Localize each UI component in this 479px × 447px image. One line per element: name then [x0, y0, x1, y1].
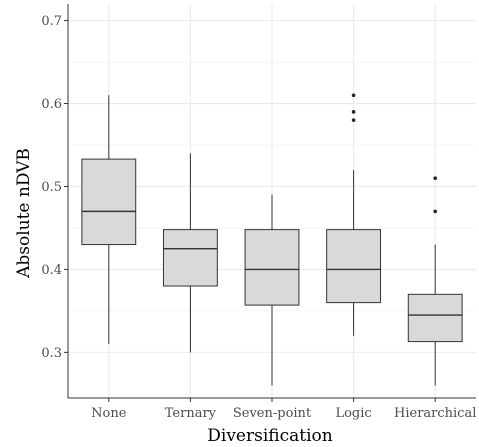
y-tick-label: 0.7 — [41, 14, 62, 29]
y-tick-label: 0.5 — [41, 180, 62, 195]
x-axis-title: Diversification — [207, 426, 333, 446]
outlier-point — [351, 110, 356, 114]
x-tick-label: Hierarchical — [394, 406, 476, 421]
x-tick-label: Ternary — [165, 406, 217, 421]
outlier-point — [433, 176, 438, 180]
outlier-point — [433, 209, 438, 214]
box-seven-point — [244, 194, 300, 386]
box-iqr — [81, 158, 137, 246]
box-iqr — [326, 229, 382, 304]
box-layer — [81, 93, 463, 386]
box-ternary — [162, 153, 218, 353]
outlier-point — [351, 118, 356, 122]
box-iqr — [407, 293, 463, 343]
y-tick-label: 0.4 — [41, 263, 62, 278]
x-tick-label: Logic — [335, 406, 371, 421]
y-tick-label: 0.3 — [41, 346, 62, 361]
y-axis-title: Absolute nDVB — [14, 148, 34, 279]
axis-layer: 0.3 0.4 0.5 0.6 0.7 None Ternary Seven-point Log… — [41, 4, 476, 421]
box-iqr — [162, 229, 218, 287]
x-tick-label: None — [91, 406, 127, 421]
box-none — [81, 95, 137, 345]
box-hierarchical — [407, 176, 463, 386]
y-tick-label: 0.6 — [41, 97, 62, 112]
x-tick-label: Seven-point — [233, 406, 312, 421]
box-logic — [326, 93, 382, 336]
box-iqr — [244, 229, 300, 306]
outlier-point — [351, 93, 356, 98]
